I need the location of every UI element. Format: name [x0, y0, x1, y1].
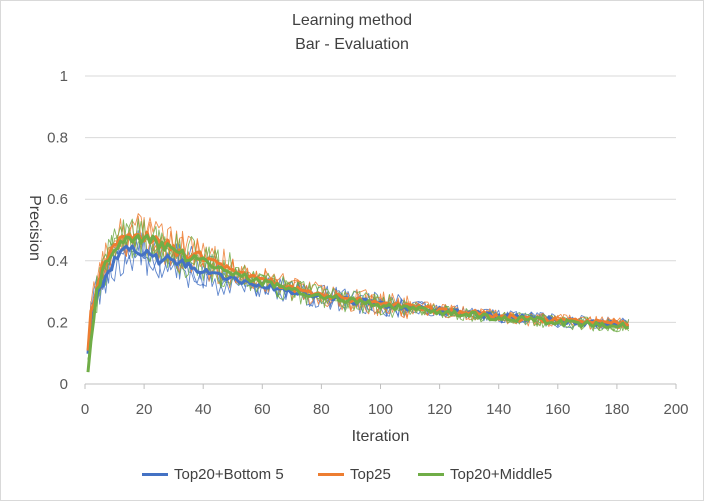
legend-label-top20-middle5: Top20+Middle5	[450, 466, 553, 483]
y-tick-label: 0.2	[47, 314, 68, 331]
legend: Top20+Bottom 5 Top25 Top20+Middle5	[0, 466, 704, 488]
y-tick-label: 0	[60, 376, 68, 393]
x-tick-label: 200	[663, 401, 688, 418]
x-tick-label: 100	[368, 401, 393, 418]
y-tick-label: 0.8	[47, 130, 68, 147]
series-run-line	[87, 218, 630, 360]
legend-swatch-top25	[318, 473, 344, 476]
x-tick-label: 60	[254, 401, 271, 418]
legend-item-top20-middle5: Top20+Middle5	[418, 466, 552, 483]
legend-item-top25: Top25	[318, 466, 391, 483]
chart-subtitle: Bar - Evaluation	[295, 36, 409, 53]
x-tick-label: 20	[136, 401, 153, 418]
series-line	[86, 233, 630, 373]
chart-title: Learning method	[291, 12, 413, 29]
x-tick-label: 180	[604, 401, 629, 418]
legend-label-top25: Top25	[350, 466, 391, 483]
y-tick-label: 1	[60, 68, 68, 85]
x-tick-label: 160	[545, 401, 570, 418]
legend-swatch-top20-bottom5	[142, 473, 168, 476]
legend-item-top20-bottom5: Top20+Bottom 5	[142, 466, 284, 483]
x-axis-title: Iteration	[352, 428, 410, 445]
series-run-line	[87, 218, 630, 360]
y-tick-label: 0.4	[47, 253, 68, 270]
x-tick-label: 40	[195, 401, 212, 418]
y-axis-title: Precision	[26, 195, 43, 261]
legend-label-top20-bottom5: Top20+Bottom 5	[174, 466, 284, 483]
x-tick-label: 0	[81, 401, 89, 418]
x-tick-label: 120	[427, 401, 452, 418]
x-tick-label: 140	[486, 401, 511, 418]
y-tick-label: 0.6	[47, 191, 68, 208]
x-tick-label: 80	[313, 401, 330, 418]
legend-swatch-top20-middle5	[418, 473, 444, 476]
